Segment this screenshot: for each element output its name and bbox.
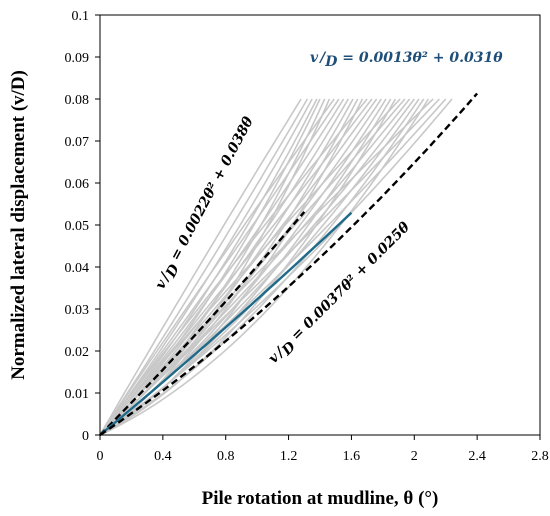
y-tick-label: 0.02 xyxy=(65,345,90,360)
sample-curves xyxy=(99,98,453,436)
fit-curves xyxy=(99,92,479,436)
y-axis-title: Normalized lateral displacement (v/D) xyxy=(8,70,29,380)
x-tick-label: 0.4 xyxy=(154,449,172,464)
x-tick-label: 0.8 xyxy=(217,449,235,464)
y-tick-label: 0 xyxy=(82,429,89,444)
y-tick-label: 0.09 xyxy=(65,51,90,66)
sample-curve xyxy=(99,98,397,436)
x-tick-label: 2.4 xyxy=(468,449,486,464)
mean-fit-curve xyxy=(99,211,353,436)
sample-curve xyxy=(99,98,453,436)
lower-bound-curve xyxy=(99,92,479,436)
y-tick-label: 0.05 xyxy=(65,219,90,234)
sample-curve xyxy=(99,98,340,436)
x-tick-label: 2 xyxy=(411,449,418,464)
y-tick-label: 0.08 xyxy=(65,93,90,108)
mean-fit-equation: v/D = 0.0013θ² + 0.031θ xyxy=(310,50,503,70)
sample-curve xyxy=(99,98,440,436)
sample-curve xyxy=(99,98,309,436)
y-tick-label: 0.01 xyxy=(65,387,90,402)
y-tick-label: 0.04 xyxy=(65,261,90,276)
y-tick-label: 0.06 xyxy=(65,177,90,192)
y-axis-ticks: 0 0.01 0.02 0.03 0.04 0.05 0.06 0.07 0.08 0.09 0.1 xyxy=(65,9,100,444)
sample-curve xyxy=(99,98,430,436)
x-tick-label: 1.6 xyxy=(343,449,361,464)
sample-curve xyxy=(99,98,335,436)
y-tick-label: 0.1 xyxy=(72,9,90,24)
x-tick-label: 1.2 xyxy=(280,449,298,464)
x-tick-label: 2.8 xyxy=(531,449,549,464)
sample-curve xyxy=(99,98,425,436)
x-axis-ticks: 0 0.4 0.8 1.2 1.6 2 2.4 2.8 xyxy=(97,435,549,464)
upper-bound-curve xyxy=(99,211,306,436)
sample-curve xyxy=(99,98,401,436)
y-tick-label: 0.07 xyxy=(65,135,90,150)
x-axis-title: Pile rotation at mudline, θ (°) xyxy=(202,488,439,509)
sample-curve xyxy=(99,98,368,436)
sample-curve xyxy=(99,98,302,436)
y-tick-label: 0.03 xyxy=(65,303,90,318)
x-tick-label: 0 xyxy=(97,449,104,464)
